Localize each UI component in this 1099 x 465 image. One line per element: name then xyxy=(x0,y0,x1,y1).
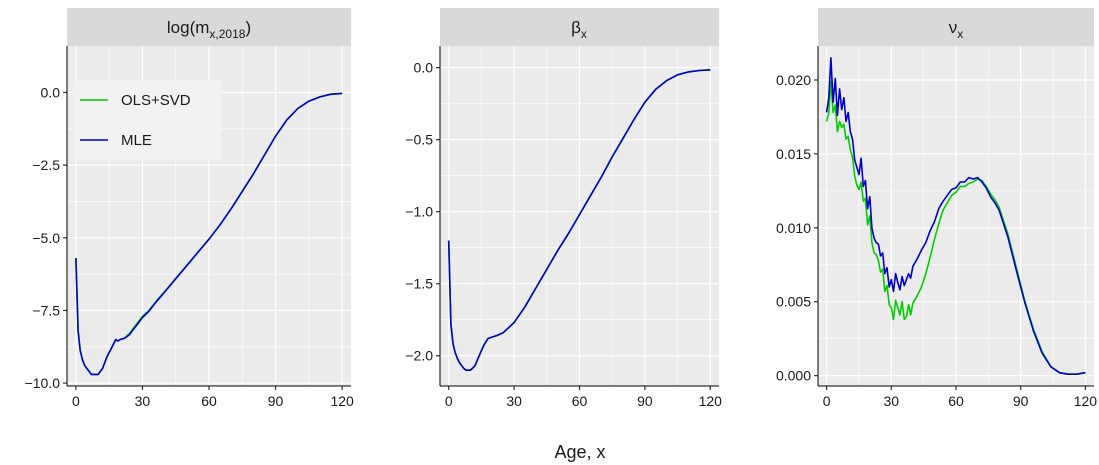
x-tick-label: 90 xyxy=(637,393,653,409)
panel-3-title-main: ν xyxy=(949,18,958,37)
y-tick-label: −2.5 xyxy=(32,157,60,173)
y-tick-label: 0.0 xyxy=(414,60,434,76)
y-tick-label: 0.005 xyxy=(776,294,811,310)
panel-1-title-sub: x,2018 xyxy=(209,27,245,41)
x-tick-label: 60 xyxy=(572,393,588,409)
series-line-mle xyxy=(75,92,343,376)
panel-2-strip xyxy=(440,8,719,46)
panel-3-gridlines xyxy=(818,46,1094,386)
panel-2-series xyxy=(447,69,711,371)
x-tick-label: 60 xyxy=(948,393,964,409)
y-tick-label: 0.020 xyxy=(776,72,811,88)
x-tick-label: 0 xyxy=(823,393,831,409)
panel-1-axes: 0 30 60 90 120 0.0 −2.5 −5.0 −7.5 −10.0 xyxy=(25,46,354,409)
x-tick-label: 30 xyxy=(506,393,522,409)
x-tick-label: 0 xyxy=(445,393,453,409)
panel-1-series xyxy=(75,92,343,376)
panel-1-strip xyxy=(67,8,351,46)
panel-2-strip-title: βx xyxy=(571,18,587,41)
panel-1-title-close: ) xyxy=(245,18,251,37)
x-tick-label: 120 xyxy=(330,393,354,409)
panel-3-strip-title: νx xyxy=(949,18,964,41)
panel-2: βx 0 30 60 90 120 0.0 −0.5 −1.0 −1.5 −2.0 xyxy=(405,8,722,409)
panel-3-strip xyxy=(818,8,1094,46)
series-line-mle xyxy=(447,69,711,371)
y-tick-label: −0.5 xyxy=(405,132,433,148)
x-tick-label: 30 xyxy=(135,393,151,409)
y-tick-label: −1.0 xyxy=(405,204,433,220)
y-tick-label: 0.010 xyxy=(776,220,811,236)
y-tick-label: −10.0 xyxy=(25,375,61,391)
x-tick-label: 120 xyxy=(699,393,723,409)
panel-1-title-main: log(m xyxy=(167,18,210,37)
y-tick-label: −7.5 xyxy=(32,302,60,318)
x-axis-title: Age, x xyxy=(554,442,605,462)
series-line-mle xyxy=(825,57,1086,375)
panel-2-title-main: β xyxy=(571,18,581,37)
panel-3-title-sub: x xyxy=(957,27,963,41)
x-tick-label: 60 xyxy=(201,393,217,409)
panel-2-axes: 0 30 60 90 120 0.0 −0.5 −1.0 −1.5 −2.0 xyxy=(405,46,722,409)
panel-3: νx 0 30 60 90 120 0.000 0.005 0.010 0.015 0.020 xyxy=(776,8,1097,409)
panel-3-series xyxy=(825,57,1086,375)
y-tick-label: −1.5 xyxy=(405,276,433,292)
y-tick-label: 0.0 xyxy=(41,84,61,100)
y-tick-label: 0.000 xyxy=(776,368,811,384)
legend: OLS+SVD MLE xyxy=(73,80,221,160)
panel-1-strip-title: log(mx,2018) xyxy=(167,18,251,41)
x-tick-label: 120 xyxy=(1074,393,1098,409)
x-tick-label: 90 xyxy=(1013,393,1029,409)
panel-3-axes: 0 30 60 90 120 0.000 0.005 0.010 0.015 0.020 xyxy=(776,46,1097,409)
x-tick-label: 90 xyxy=(268,393,284,409)
legend-label-ols-svd: OLS+SVD xyxy=(121,92,191,109)
y-tick-label: −2.0 xyxy=(405,348,433,364)
x-tick-label: 30 xyxy=(884,393,900,409)
y-tick-label: −5.0 xyxy=(32,230,60,246)
x-tick-label: 0 xyxy=(72,393,80,409)
series-line-ols-svd xyxy=(825,80,1086,375)
y-tick-label: 0.015 xyxy=(776,146,811,162)
panel-2-title-sub: x xyxy=(581,27,587,41)
legend-label-mle: MLE xyxy=(121,132,152,149)
panel-1: log(mx,2018) 0 30 60 90 120 0.0 −2.5 −5.0 −7.5 −1… xyxy=(25,8,354,409)
legend-box xyxy=(73,80,221,160)
